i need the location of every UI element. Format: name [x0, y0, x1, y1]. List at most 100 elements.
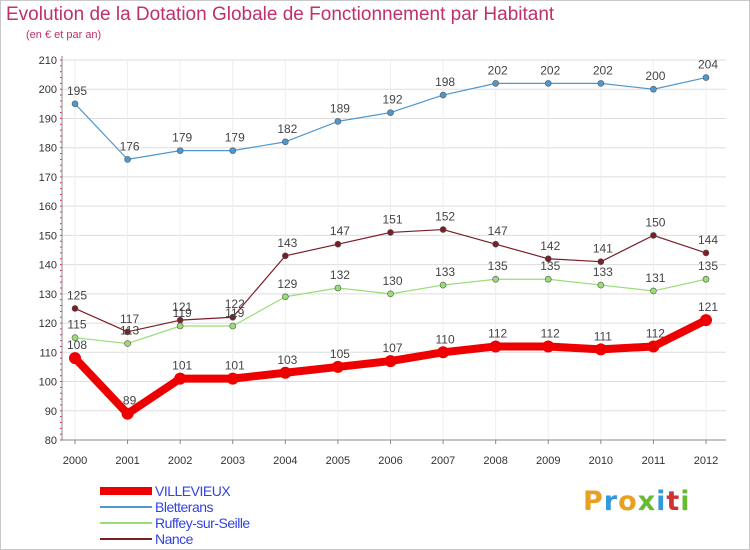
data-label: 189: [330, 101, 350, 115]
data-label: 125: [67, 288, 87, 302]
data-label: 179: [172, 131, 192, 145]
data-point: [334, 240, 342, 248]
data-point: [700, 314, 712, 327]
data-point: [437, 346, 450, 359]
data-point: [489, 340, 502, 353]
data-point: [226, 372, 239, 385]
y-tick-label: 160: [39, 201, 57, 213]
data-point: [334, 284, 342, 292]
data-point: [647, 340, 660, 353]
data-point: [176, 316, 184, 324]
series: [69, 74, 712, 420]
data-label: 89: [123, 394, 137, 408]
data-label: 135: [488, 259, 508, 273]
data-label: 143: [277, 236, 297, 250]
data-label: 202: [488, 63, 508, 77]
logo-letter: t: [666, 486, 681, 517]
data-label: 108: [67, 338, 87, 352]
data-label: 144: [698, 233, 718, 247]
data-label: 200: [645, 69, 665, 83]
y-tick-label: 90: [45, 406, 57, 418]
data-point: [439, 281, 447, 289]
data-point: [71, 100, 79, 108]
data-point: [544, 80, 552, 87]
data-label: 147: [488, 224, 508, 238]
data-label: 115: [67, 318, 86, 332]
series-ruffey-sur-seille: [71, 275, 710, 347]
data-point: [544, 255, 552, 263]
x-tick-label: 2009: [536, 455, 560, 467]
data-point: [174, 372, 187, 385]
x-tick-label: 2000: [63, 455, 87, 467]
legend-item: Bletterans: [100, 499, 360, 515]
data-point: [594, 343, 607, 356]
data-point: [331, 360, 344, 373]
logo-letter: i: [656, 486, 667, 517]
data-point: [492, 80, 499, 87]
x-tick-label: 2006: [378, 455, 402, 467]
data-point: [69, 352, 81, 365]
y-tick-label: 170: [39, 172, 57, 184]
data-label: 151: [382, 212, 402, 226]
series-bletterans: [71, 74, 710, 163]
data-point: [650, 85, 657, 93]
data-labels: 108 89 101 101 103 105 107 110 112 112 111 112 121 19…: [67, 58, 718, 408]
data-point: [282, 252, 289, 260]
data-label: 176: [120, 139, 140, 153]
data-point: [124, 340, 131, 347]
data-point: [124, 328, 131, 336]
logo-letter: o: [618, 486, 638, 517]
data-point: [384, 355, 397, 368]
data-point: [282, 138, 289, 146]
data-label: 192: [382, 93, 402, 107]
data-point: [229, 313, 237, 321]
data-label: 130: [382, 274, 402, 288]
legend-item: Ruffey-sur-Seille: [100, 515, 360, 531]
grid: [62, 59, 726, 440]
data-point: [544, 275, 552, 283]
data-label: 195: [67, 84, 87, 98]
legend-swatch: [100, 538, 152, 540]
data-label: 133: [593, 265, 613, 279]
data-point: [334, 118, 342, 125]
data-point: [597, 258, 605, 265]
data-point: [492, 275, 499, 283]
data-point: [279, 366, 292, 379]
data-label: 119: [225, 306, 244, 320]
y-tick-label: 180: [39, 143, 57, 155]
x-tick-label: 2007: [431, 455, 455, 467]
x-tick-label: 2005: [326, 455, 350, 467]
series-nance: [71, 226, 710, 336]
data-label: 117: [120, 312, 139, 326]
y-tick-label: 130: [39, 289, 57, 301]
legend-label: Nance: [155, 531, 193, 547]
data-point: [597, 80, 605, 87]
legend-item: Nance: [100, 531, 360, 547]
data-label: 135: [698, 259, 718, 273]
data-point: [542, 340, 555, 353]
legend-label: Bletterans: [155, 499, 214, 515]
data-label: 111: [594, 329, 613, 343]
data-label: 179: [225, 131, 245, 145]
data-point: [176, 322, 184, 330]
data-label: 122: [225, 297, 245, 311]
data-point: [229, 322, 237, 330]
data-label: 204: [698, 58, 718, 72]
data-label: 182: [277, 122, 297, 136]
data-label: 142: [540, 239, 560, 253]
data-label: 202: [540, 63, 560, 77]
data-point: [229, 147, 237, 154]
data-label: 150: [645, 215, 665, 229]
legend-label: VILLEVIEUX: [155, 483, 231, 499]
x-tick-label: 2002: [168, 455, 192, 467]
chart-title: Evolution de la Dotation Globale de Fonc…: [6, 4, 555, 25]
x-tick-label: 2011: [642, 455, 666, 467]
legend-swatch: [100, 522, 152, 524]
proxiti-logo: Proxiti: [583, 486, 691, 517]
y-tick-label: 150: [39, 230, 57, 242]
legend-swatch: [100, 506, 152, 508]
legend-item: VILLEVIEUX: [100, 483, 360, 499]
data-label: 133: [435, 265, 455, 279]
